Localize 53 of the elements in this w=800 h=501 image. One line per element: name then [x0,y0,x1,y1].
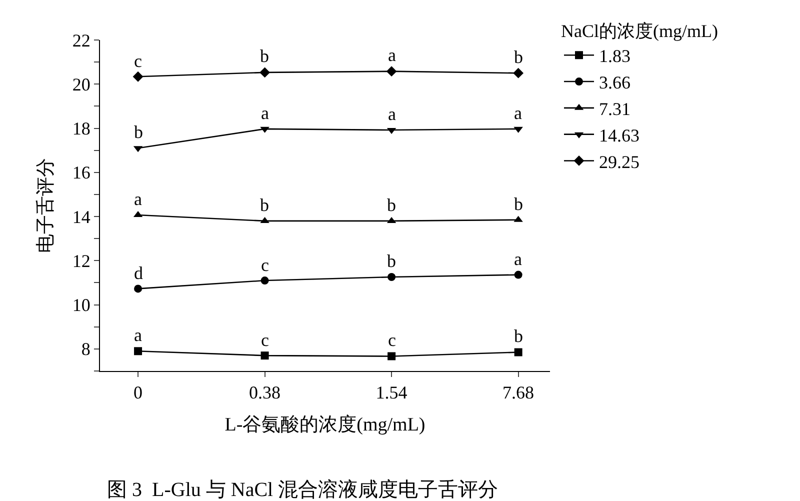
annotation: a [388,104,396,124]
annotation: b [260,46,269,66]
point [388,352,396,360]
annotation: b [514,326,523,346]
point [388,273,396,281]
y-tick-label: 8 [81,339,90,360]
annotation: b [514,47,523,67]
legend-label: 1.83 [599,46,630,66]
annotation: c [261,255,269,275]
legend-label: 3.66 [599,72,630,93]
point [134,284,142,293]
x-tick-label: 7.68 [502,382,534,403]
legend-title: NaCl的浓度(mg/mL) [561,20,718,41]
annotation: b [514,194,523,214]
annotation: c [388,330,396,350]
y-axis-title: 电子舌评分 [35,158,56,253]
caption: 图 3 L-Glu 与 NaCl 混合溶液咸度电子舌评分 [107,479,498,501]
point [514,270,522,279]
point [260,276,269,285]
point [514,348,522,356]
x-tick-label: 0.38 [249,382,281,403]
annotation: a [261,103,269,123]
y-tick-label: 10 [72,295,90,316]
y-tick-label: 16 [72,162,90,183]
y-tick-label: 12 [72,250,90,271]
legend-label: 14.63 [599,125,640,146]
annotation: a [134,189,142,209]
legend-label: 29.25 [599,152,640,172]
annotation: b [260,195,269,215]
point [134,347,142,356]
annotation: a [514,249,522,269]
annotation: d [134,263,143,283]
annotation: c [261,330,269,350]
legend-label: 7.31 [599,98,630,119]
x-tick-label: 0 [134,382,143,403]
x-axis-title: L-谷氨酸的浓度(mg/mL) [224,413,426,436]
annotation: a [388,45,396,65]
y-tick-label: 18 [72,118,90,139]
point [260,352,269,360]
x-tick-label: 1.54 [376,382,408,403]
y-tick-label: 20 [72,74,90,94]
point [260,67,270,78]
annotation: a [514,103,522,123]
y-tick-label: 22 [72,30,90,50]
point [386,66,397,77]
y-tick-label: 14 [72,206,90,227]
annotation: b [387,195,396,215]
annotation: a [134,325,142,345]
annotation: b [387,251,396,271]
annotation: c [134,51,142,71]
annotation: b [134,122,143,142]
point [513,68,524,78]
point [132,71,144,82]
